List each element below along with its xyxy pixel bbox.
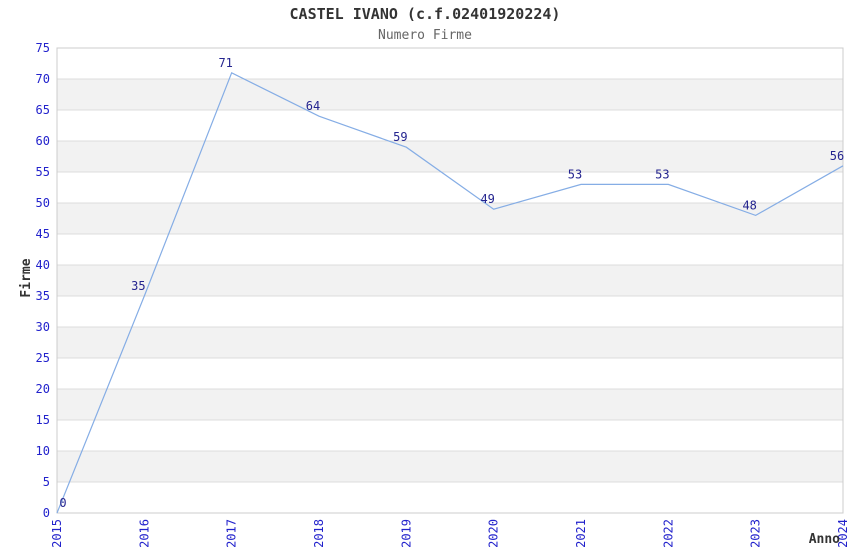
- x-tick-label: 2021: [574, 519, 588, 548]
- x-tick-label: 2022: [661, 519, 675, 548]
- x-tick-label: 2017: [225, 519, 239, 548]
- plot-band: [57, 172, 843, 203]
- data-point-label: 71: [218, 56, 232, 70]
- x-tick-label: 2018: [312, 519, 326, 548]
- y-tick-label: 10: [36, 444, 50, 458]
- y-axis-tick-labels: 0 5 10 15 20 25 30 35 40 45 50 55 60 65 70 75: [36, 41, 50, 520]
- plot-band: [57, 110, 843, 141]
- x-tick-label: 2024: [836, 519, 850, 548]
- y-axis-title: Firme: [19, 258, 34, 297]
- x-axis-title: Anno: [809, 532, 840, 547]
- y-tick-label: 65: [36, 103, 50, 117]
- y-tick-label: 50: [36, 196, 50, 210]
- plot-band: [57, 48, 843, 79]
- plot-band: [57, 296, 843, 327]
- data-point-label: 0: [59, 496, 66, 510]
- plot-band: [57, 451, 843, 482]
- y-tick-label: 35: [36, 289, 50, 303]
- line-series: [56, 71, 844, 514]
- chart-subtitle: Numero Firme: [378, 28, 472, 43]
- y-tick-label: 40: [36, 258, 50, 272]
- data-labels: 0 35 71 64 59 49 53 53 48 56: [59, 56, 844, 510]
- plot-band: [57, 482, 843, 513]
- plot-band: [57, 203, 843, 234]
- y-tick-label: 25: [36, 351, 50, 365]
- x-tick-label: 2016: [137, 519, 151, 548]
- y-tick-label: 55: [36, 165, 50, 179]
- data-point-label: 53: [655, 167, 669, 181]
- chart-title: CASTEL IVANO (c.f.02401920224): [290, 5, 561, 23]
- x-tick-label: 2015: [50, 519, 64, 548]
- plot-bands: [57, 48, 843, 513]
- y-tick-label: 45: [36, 227, 50, 241]
- y-tick-label: 5: [43, 475, 50, 489]
- plot-band: [57, 358, 843, 389]
- y-tick-label: 75: [36, 41, 50, 55]
- gridlines: [57, 78, 843, 483]
- data-point-label: 56: [830, 149, 844, 163]
- plot-band: [57, 234, 843, 265]
- y-tick-label: 30: [36, 320, 50, 334]
- y-tick-label: 20: [36, 382, 50, 396]
- data-point-label: 59: [393, 130, 407, 144]
- data-point-label: 49: [480, 192, 494, 206]
- plot-band: [57, 389, 843, 420]
- data-point-label: 48: [742, 198, 756, 212]
- plot-band: [57, 79, 843, 110]
- x-tick-label: 2020: [487, 519, 501, 548]
- y-tick-label: 70: [36, 72, 50, 86]
- y-tick-label: 15: [36, 413, 50, 427]
- plot-border: [56, 47, 844, 514]
- x-tick-label: 2019: [399, 519, 413, 548]
- plot-band: [57, 327, 843, 358]
- data-point-label: 35: [131, 279, 145, 293]
- plot-band: [57, 141, 843, 172]
- plot-band: [57, 265, 843, 296]
- data-point-label: 53: [568, 167, 582, 181]
- x-axis-tick-labels: 2015 2016 2017 2018 2019 2020 2021 2022 2023 2024: [50, 519, 850, 548]
- plot-band: [57, 420, 843, 451]
- y-tick-label: 60: [36, 134, 50, 148]
- x-tick-label: 2023: [749, 519, 763, 548]
- data-point-label: 64: [306, 99, 320, 113]
- y-tick-label: 0: [43, 506, 50, 520]
